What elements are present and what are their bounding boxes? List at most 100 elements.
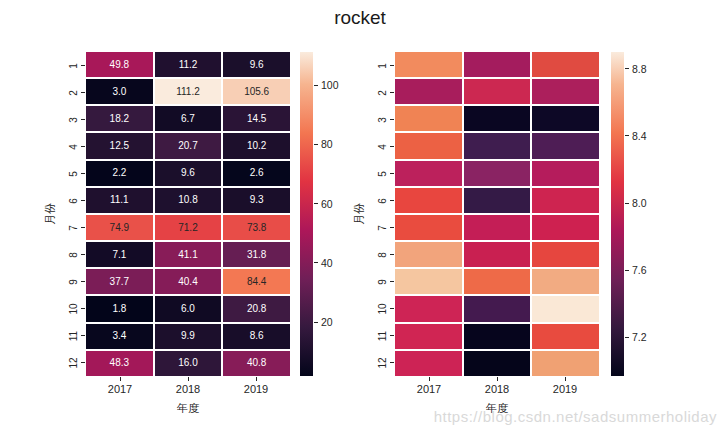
heatmap-cell: 12.5 xyxy=(86,133,153,158)
y-tick-label: 8 xyxy=(68,252,79,258)
colorbar-tick-label: 8.4 xyxy=(632,130,647,142)
heatmap-cell: 20.8 xyxy=(223,296,290,321)
heatmap-cell xyxy=(464,161,531,186)
y-tick-mark xyxy=(81,92,85,93)
heatmap-cell xyxy=(395,106,462,131)
heatmap-cell: 84.4 xyxy=(223,269,290,294)
heatmap-cell: 10.2 xyxy=(223,133,290,158)
y-tick-mark xyxy=(390,254,394,255)
x-tick-mark xyxy=(429,377,430,381)
colorbar-tick-label: 40 xyxy=(321,257,333,269)
heatmap-cell xyxy=(532,79,599,104)
heatmap-cell: 73.8 xyxy=(223,215,290,240)
y-tick-label: 4 xyxy=(377,144,388,150)
figure-title: rocket xyxy=(0,7,720,29)
heatmap-cell: 7.1 xyxy=(86,242,153,267)
heatmap-cell xyxy=(532,351,599,376)
colorbar-tick-mark xyxy=(314,322,318,323)
watermark: https://blog.csdn.net/sadsummerholiday xyxy=(434,408,717,425)
heatmap-cell: 2.2 xyxy=(86,161,153,186)
heatmap-cell xyxy=(464,188,531,213)
y-tick-label: 6 xyxy=(68,198,79,204)
heatmap-cell xyxy=(464,79,531,104)
heatmap-cell xyxy=(395,133,462,158)
heatmap-cell xyxy=(464,133,531,158)
colorbar-tick-label: 60 xyxy=(321,198,333,210)
heatmap-cell: 14.5 xyxy=(223,106,290,131)
y-tick-label: 7 xyxy=(68,225,79,231)
x-tick-mark xyxy=(120,377,121,381)
heatmap-cell: 3.0 xyxy=(86,79,153,104)
heatmap-cell: 11.2 xyxy=(155,52,222,77)
y-tick-mark xyxy=(390,119,394,120)
x-tick-mark xyxy=(565,377,566,381)
y-tick-mark xyxy=(81,254,85,255)
heatmap-cell xyxy=(464,351,531,376)
colorbar-tick-label: 20 xyxy=(321,316,333,328)
colorbar-tick-label: 7.6 xyxy=(632,264,647,276)
heatmap-left: 49.811.29.63.0111.2105.618.26.714.512.52… xyxy=(86,52,290,376)
x-tick-label: 2018 xyxy=(176,383,200,395)
heatmap-cell: 2.6 xyxy=(223,161,290,186)
y-tick-label: 9 xyxy=(68,279,79,285)
y-tick-label: 3 xyxy=(68,117,79,123)
y-tick-mark xyxy=(81,146,85,147)
colorbar-tick-mark xyxy=(625,203,629,204)
heatmap-cell xyxy=(532,296,599,321)
y-tick-mark xyxy=(81,308,85,309)
heatmap-right xyxy=(395,52,599,376)
heatmap-cell xyxy=(532,324,599,349)
x-tick-label: 2017 xyxy=(108,383,132,395)
heatmap-cell: 71.2 xyxy=(155,215,222,240)
y-tick-label: 2 xyxy=(377,90,388,96)
colorbar-tick-label: 100 xyxy=(321,79,339,91)
y-tick-label: 10 xyxy=(377,303,388,314)
heatmap-cell: 41.1 xyxy=(155,242,222,267)
figure: rocket 49.811.29.63.0111.2105.618.26.714… xyxy=(0,0,720,432)
heatmap-cell: 3.4 xyxy=(86,324,153,349)
y-tick-label: 7 xyxy=(377,225,388,231)
x-tick-mark xyxy=(188,377,189,381)
y-tick-mark xyxy=(81,119,85,120)
y-tick-label: 1 xyxy=(68,63,79,69)
x-tick-label: 2018 xyxy=(485,383,509,395)
heatmap-cell xyxy=(532,133,599,158)
y-tick-label: 12 xyxy=(377,357,388,368)
heatmap-cell: 9.6 xyxy=(223,52,290,77)
heatmap-cell xyxy=(464,269,531,294)
heatmap-cell xyxy=(395,351,462,376)
y-tick-mark xyxy=(81,173,85,174)
heatmap-cell: 18.2 xyxy=(86,106,153,131)
y-tick-mark xyxy=(390,173,394,174)
x-tick-label: 2017 xyxy=(417,383,441,395)
colorbar-tick-mark xyxy=(314,203,318,204)
heatmap-cell: 40.8 xyxy=(223,351,290,376)
y-tick-mark xyxy=(81,281,85,282)
colorbar-tick-mark xyxy=(314,262,318,263)
y-tick-mark xyxy=(81,335,85,336)
colorbar-tick-label: 8.8 xyxy=(632,63,647,75)
heatmap-cell xyxy=(532,52,599,77)
y-tick-label: 3 xyxy=(377,117,388,123)
colorbar-tick-label: 7.2 xyxy=(632,331,647,343)
heatmap-cell: 74.9 xyxy=(86,215,153,240)
y-axis-label-right: 月份 xyxy=(352,203,367,225)
heatmap-cell xyxy=(464,106,531,131)
y-tick-mark xyxy=(81,200,85,201)
heatmap-cell xyxy=(532,161,599,186)
y-tick-mark xyxy=(390,92,394,93)
y-tick-label: 2 xyxy=(68,90,79,96)
y-tick-label: 6 xyxy=(377,198,388,204)
heatmap-cell xyxy=(464,296,531,321)
heatmap-cell: 11.1 xyxy=(86,188,153,213)
y-tick-label: 4 xyxy=(68,144,79,150)
heatmap-cell: 9.3 xyxy=(223,188,290,213)
y-tick-label: 11 xyxy=(68,330,79,340)
heatmap-cell: 9.9 xyxy=(155,324,222,349)
heatmap-cell xyxy=(395,242,462,267)
x-tick-mark xyxy=(497,377,498,381)
colorbar-tick-label: 8.0 xyxy=(632,197,647,209)
heatmap-cell xyxy=(464,242,531,267)
heatmap-cell: 6.7 xyxy=(155,106,222,131)
heatmap-cell xyxy=(532,269,599,294)
